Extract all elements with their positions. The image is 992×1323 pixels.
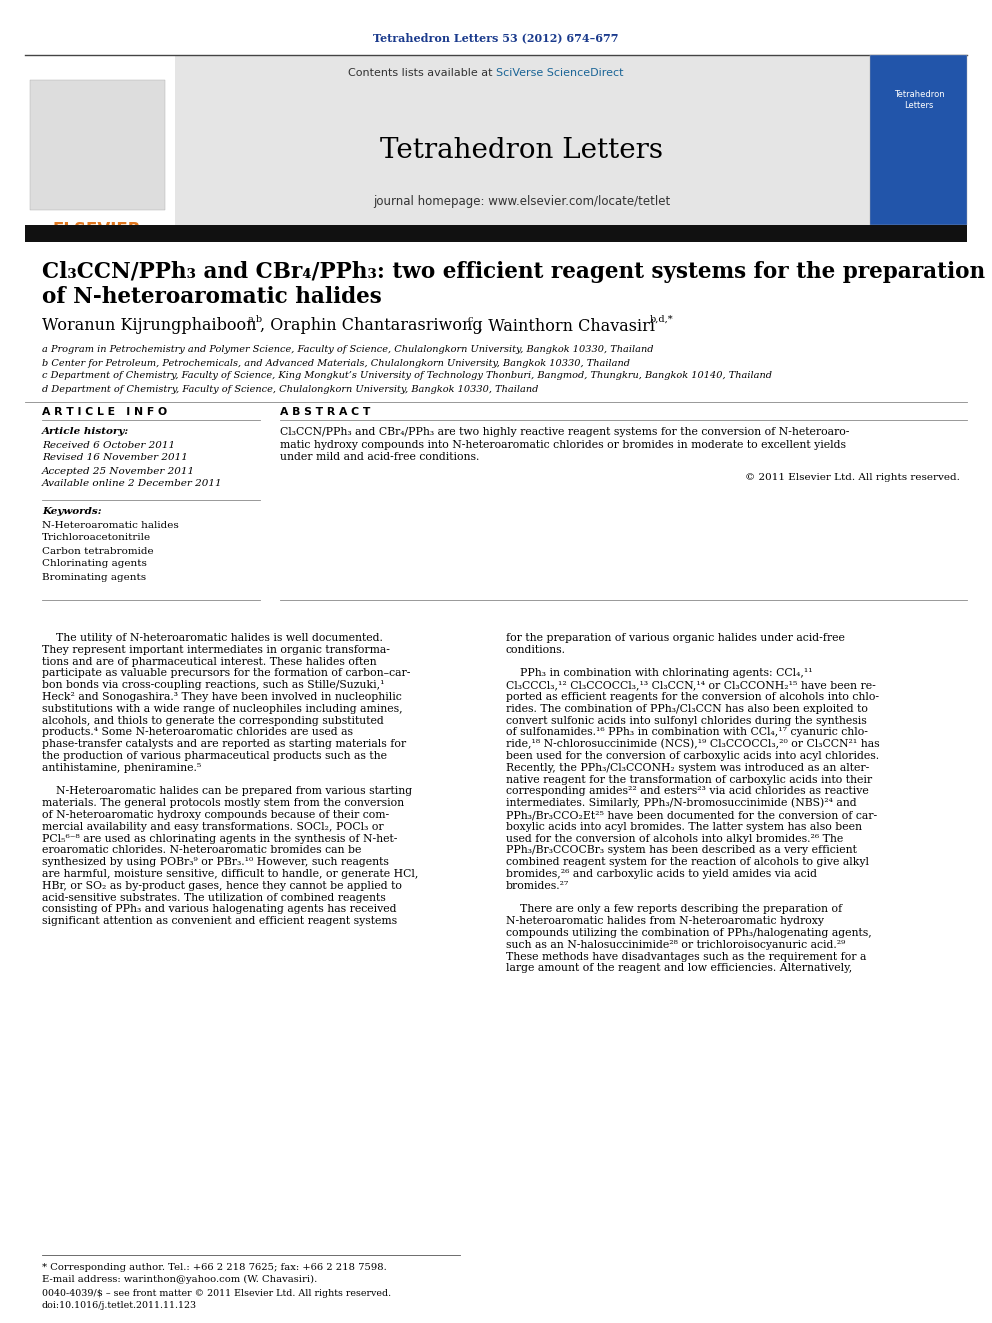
Text: PPh₃/Br₃CCO₂Et²⁵ have been documented for the conversion of car-: PPh₃/Br₃CCO₂Et²⁵ have been documented fo…	[506, 810, 877, 820]
Text: The utility of N-heteroaromatic halides is well documented.: The utility of N-heteroaromatic halides …	[42, 632, 383, 643]
Text: substitutions with a wide range of nucleophiles including amines,: substitutions with a wide range of nucle…	[42, 704, 403, 714]
Text: PCl₅⁶⁻⁸ are used as chlorinating agents in the synthesis of N-het-: PCl₅⁶⁻⁸ are used as chlorinating agents …	[42, 833, 398, 844]
Text: Accepted 25 November 2011: Accepted 25 November 2011	[42, 467, 195, 475]
Text: significant attention as convenient and efficient reagent systems: significant attention as convenient and …	[42, 917, 397, 926]
Text: Carbon tetrabromide: Carbon tetrabromide	[42, 546, 154, 556]
Text: SciVerse ScienceDirect: SciVerse ScienceDirect	[496, 67, 624, 78]
Text: are harmful, moisture sensitive, difficult to handle, or generate HCl,: are harmful, moisture sensitive, difficu…	[42, 869, 419, 878]
Text: conditions.: conditions.	[506, 644, 566, 655]
Text: combined reagent system for the reaction of alcohols to give alkyl: combined reagent system for the reaction…	[506, 857, 869, 867]
Bar	[870, 56, 967, 225]
Text: 0040-4039/$ – see front matter © 2011 Elsevier Ltd. All rights reserved.: 0040-4039/$ – see front matter © 2011 El…	[42, 1289, 391, 1298]
Text: Revised 16 November 2011: Revised 16 November 2011	[42, 454, 187, 463]
Text: Keywords:: Keywords:	[42, 508, 101, 516]
Text: such as an N-halosuccinimide²⁸ or trichloroisocyanuric acid.²⁹: such as an N-halosuccinimide²⁸ or trichl…	[506, 939, 845, 950]
Bar	[25, 65, 170, 220]
Text: corresponding amides²² and esters²³ via acid chlorides as reactive: corresponding amides²² and esters²³ via …	[506, 786, 869, 796]
Text: A B S T R A C T: A B S T R A C T	[280, 407, 370, 417]
Text: materials. The general protocols mostly stem from the conversion: materials. The general protocols mostly …	[42, 798, 404, 808]
Text: Trichloroacetonitrile: Trichloroacetonitrile	[42, 533, 151, 542]
Text: Woranun Kijrungphaiboon: Woranun Kijrungphaiboon	[42, 318, 257, 335]
Text: d Department of Chemistry, Faculty of Science, Chulalongkorn University, Bangkok: d Department of Chemistry, Faculty of Sc…	[42, 385, 539, 393]
Bar	[25, 225, 967, 242]
Text: * Corresponding author. Tel.: +66 2 218 7625; fax: +66 2 218 7598.: * Corresponding author. Tel.: +66 2 218 …	[42, 1262, 387, 1271]
Text: bromides.²⁷: bromides.²⁷	[506, 881, 569, 890]
Text: used for the conversion of alcohols into alkyl bromides.²⁶ The: used for the conversion of alcohols into…	[506, 833, 843, 844]
Text: consisting of PPh₃ and various halogenating agents has received: consisting of PPh₃ and various halogenat…	[42, 905, 397, 914]
Text: journal homepage: www.elsevier.com/locate/tetlet: journal homepage: www.elsevier.com/locat…	[373, 196, 671, 209]
Text: Brominating agents: Brominating agents	[42, 573, 146, 582]
Text: of sulfonamides.¹⁶ PPh₃ in combination with CCl₄,¹⁷ cyanuric chlo-: of sulfonamides.¹⁶ PPh₃ in combination w…	[506, 728, 868, 737]
Text: of N-heteroaromatic halides: of N-heteroaromatic halides	[42, 286, 382, 308]
Text: convert sulfonic acids into sulfonyl chlorides during the synthesis: convert sulfonic acids into sulfonyl chl…	[506, 716, 867, 725]
Text: Received 6 October 2011: Received 6 October 2011	[42, 441, 176, 450]
Text: Cl₃CCCl₃,¹² Cl₃CCOCCl₃,¹³ Cl₃CCN,¹⁴ or Cl₃CCONH₂¹⁵ have been re-: Cl₃CCCl₃,¹² Cl₃CCOCCl₃,¹³ Cl₃CCN,¹⁴ or C…	[506, 680, 876, 691]
Text: Tetrahedron Letters 53 (2012) 674–677: Tetrahedron Letters 53 (2012) 674–677	[373, 33, 619, 44]
Text: They represent important intermediates in organic transforma-: They represent important intermediates i…	[42, 644, 390, 655]
Text: tions and are of pharmaceutical interest. These halides often: tions and are of pharmaceutical interest…	[42, 656, 377, 667]
Text: N-Heteroaromatic halides: N-Heteroaromatic halides	[42, 520, 179, 529]
Text: c Department of Chemistry, Faculty of Science, King Mongkut’s University of Tech: c Department of Chemistry, Faculty of Sc…	[42, 372, 772, 381]
Text: Chlorinating agents: Chlorinating agents	[42, 560, 147, 569]
Text: synthesized by using POBr₃⁹ or PBr₃.¹⁰ However, such reagents: synthesized by using POBr₃⁹ or PBr₃.¹⁰ H…	[42, 857, 389, 867]
Text: Cl₃CCN/PPh₃ and CBr₄/PPh₃ are two highly reactive reagent systems for the conver: Cl₃CCN/PPh₃ and CBr₄/PPh₃ are two highly…	[280, 427, 849, 437]
Text: been used for the conversion of carboxylic acids into acyl chlorides.: been used for the conversion of carboxyl…	[506, 751, 879, 761]
Text: Tetrahedron Letters: Tetrahedron Letters	[381, 136, 664, 164]
Text: ported as efficient reagents for the conversion of alcohols into chlo-: ported as efficient reagents for the con…	[506, 692, 879, 703]
Text: phase-transfer catalysts and are reported as starting materials for: phase-transfer catalysts and are reporte…	[42, 740, 406, 749]
Text: native reagent for the transformation of carboxylic acids into their: native reagent for the transformation of…	[506, 774, 872, 785]
Text: a Program in Petrochemistry and Polymer Science, Faculty of Science, Chulalongko: a Program in Petrochemistry and Polymer …	[42, 345, 654, 355]
Text: Contents lists available at: Contents lists available at	[348, 67, 496, 78]
Text: mercial availability and easy transformations. SOCl₂, POCl₃ or: mercial availability and easy transforma…	[42, 822, 384, 832]
Text: doi:10.1016/j.tetlet.2011.11.123: doi:10.1016/j.tetlet.2011.11.123	[42, 1301, 197, 1310]
Text: , Oraphin Chantarasriwong: , Oraphin Chantarasriwong	[260, 318, 483, 335]
Text: for the preparation of various organic halides under acid-free: for the preparation of various organic h…	[506, 632, 845, 643]
Text: intermediates. Similarly, PPh₃/N-bromosuccinimide (NBS)²⁴ and: intermediates. Similarly, PPh₃/N-bromosu…	[506, 798, 857, 808]
Bar	[175, 56, 870, 225]
Text: N-heteroaromatic halides from N-heteroaromatic hydroxy: N-heteroaromatic halides from N-heteroar…	[506, 917, 824, 926]
Text: the production of various pharmaceutical products such as the: the production of various pharmaceutical…	[42, 751, 387, 761]
Text: antihistamine, pheniramine.⁵: antihistamine, pheniramine.⁵	[42, 763, 201, 773]
Text: Tetrahedron
Letters: Tetrahedron Letters	[894, 90, 944, 110]
Text: PPh₃/Br₃CCOCBr₃ system has been described as a very efficient: PPh₃/Br₃CCOCBr₃ system has been describe…	[506, 845, 857, 856]
Text: c: c	[467, 315, 472, 324]
Text: N-Heteroaromatic halides can be prepared from various starting: N-Heteroaromatic halides can be prepared…	[42, 786, 412, 796]
Text: HBr, or SO₂ as by-product gases, hence they cannot be applied to: HBr, or SO₂ as by-product gases, hence t…	[42, 881, 402, 890]
Text: © 2011 Elsevier Ltd. All rights reserved.: © 2011 Elsevier Ltd. All rights reserved…	[745, 474, 960, 483]
Text: Recently, the PPh₃/Cl₃CCONH₂ system was introduced as an alter-: Recently, the PPh₃/Cl₃CCONH₂ system was …	[506, 763, 869, 773]
Text: Available online 2 December 2011: Available online 2 December 2011	[42, 479, 222, 488]
Text: Article history:: Article history:	[42, 427, 129, 437]
Text: boxylic acids into acyl bromides. The latter system has also been: boxylic acids into acyl bromides. The la…	[506, 822, 862, 832]
Text: E-mail address: warinthon@yahoo.com (W. Chavasiri).: E-mail address: warinthon@yahoo.com (W. …	[42, 1274, 317, 1283]
Text: A R T I C L E   I N F O: A R T I C L E I N F O	[42, 407, 167, 417]
Text: participate as valuable precursors for the formation of carbon–car-: participate as valuable precursors for t…	[42, 668, 411, 679]
Text: PPh₃ in combination with chlorinating agents: CCl₄,¹¹: PPh₃ in combination with chlorinating ag…	[506, 668, 812, 679]
Text: bon bonds via cross-coupling reactions, such as Stille/Suzuki,¹: bon bonds via cross-coupling reactions, …	[42, 680, 385, 691]
Text: alcohols, and thiols to generate the corresponding substituted: alcohols, and thiols to generate the cor…	[42, 716, 384, 725]
Text: These methods have disadvantages such as the requirement for a: These methods have disadvantages such as…	[506, 951, 866, 962]
Text: , Wainthorn Chavasiri: , Wainthorn Chavasiri	[478, 318, 655, 335]
Text: Heck² and Sonogashira.³ They have been involved in nucleophilic: Heck² and Sonogashira.³ They have been i…	[42, 692, 402, 703]
Text: ride,¹⁸ N-chlorosuccinimide (NCS),¹⁹ Cl₃CCOCCl₃,²⁰ or Cl₃CCN²¹ has: ride,¹⁸ N-chlorosuccinimide (NCS),¹⁹ Cl₃…	[506, 740, 880, 749]
Text: bromides,²⁶ and carboxylic acids to yield amides via acid: bromides,²⁶ and carboxylic acids to yiel…	[506, 869, 817, 878]
Text: acid-sensitive substrates. The utilization of combined reagents: acid-sensitive substrates. The utilizati…	[42, 893, 386, 902]
Text: Cl₃CCN/PPh₃ and CBr₄/PPh₃: two efficient reagent systems for the preparation: Cl₃CCN/PPh₃ and CBr₄/PPh₃: two efficient…	[42, 261, 985, 283]
Text: eroaromatic chlorides. N-heteroaromatic bromides can be: eroaromatic chlorides. N-heteroaromatic …	[42, 845, 361, 856]
Text: b,d,*: b,d,*	[650, 315, 674, 324]
Text: large amount of the reagent and low efficiencies. Alternatively,: large amount of the reagent and low effi…	[506, 963, 852, 974]
Text: of N-heteroaromatic hydroxy compounds because of their com-: of N-heteroaromatic hydroxy compounds be…	[42, 810, 389, 820]
Bar	[30, 79, 165, 210]
Text: matic hydroxy compounds into N-heteroaromatic chlorides or bromides in moderate : matic hydroxy compounds into N-heteroaro…	[280, 439, 846, 450]
Text: a,b: a,b	[247, 315, 262, 324]
Text: rides. The combination of PPh₃/Cl₃CCN has also been exploited to: rides. The combination of PPh₃/Cl₃CCN ha…	[506, 704, 868, 714]
Text: products.⁴ Some N-heteroaromatic chlorides are used as: products.⁴ Some N-heteroaromatic chlorid…	[42, 728, 353, 737]
Text: There are only a few reports describing the preparation of: There are only a few reports describing …	[506, 905, 842, 914]
Text: under mild and acid-free conditions.: under mild and acid-free conditions.	[280, 452, 479, 462]
Text: compounds utilizing the combination of PPh₃/halogenating agents,: compounds utilizing the combination of P…	[506, 927, 872, 938]
Text: b Center for Petroleum, Petrochemicals, and Advanced Materials, Chulalongkorn Un: b Center for Petroleum, Petrochemicals, …	[42, 359, 630, 368]
Text: ELSEVIER: ELSEVIER	[53, 221, 141, 239]
